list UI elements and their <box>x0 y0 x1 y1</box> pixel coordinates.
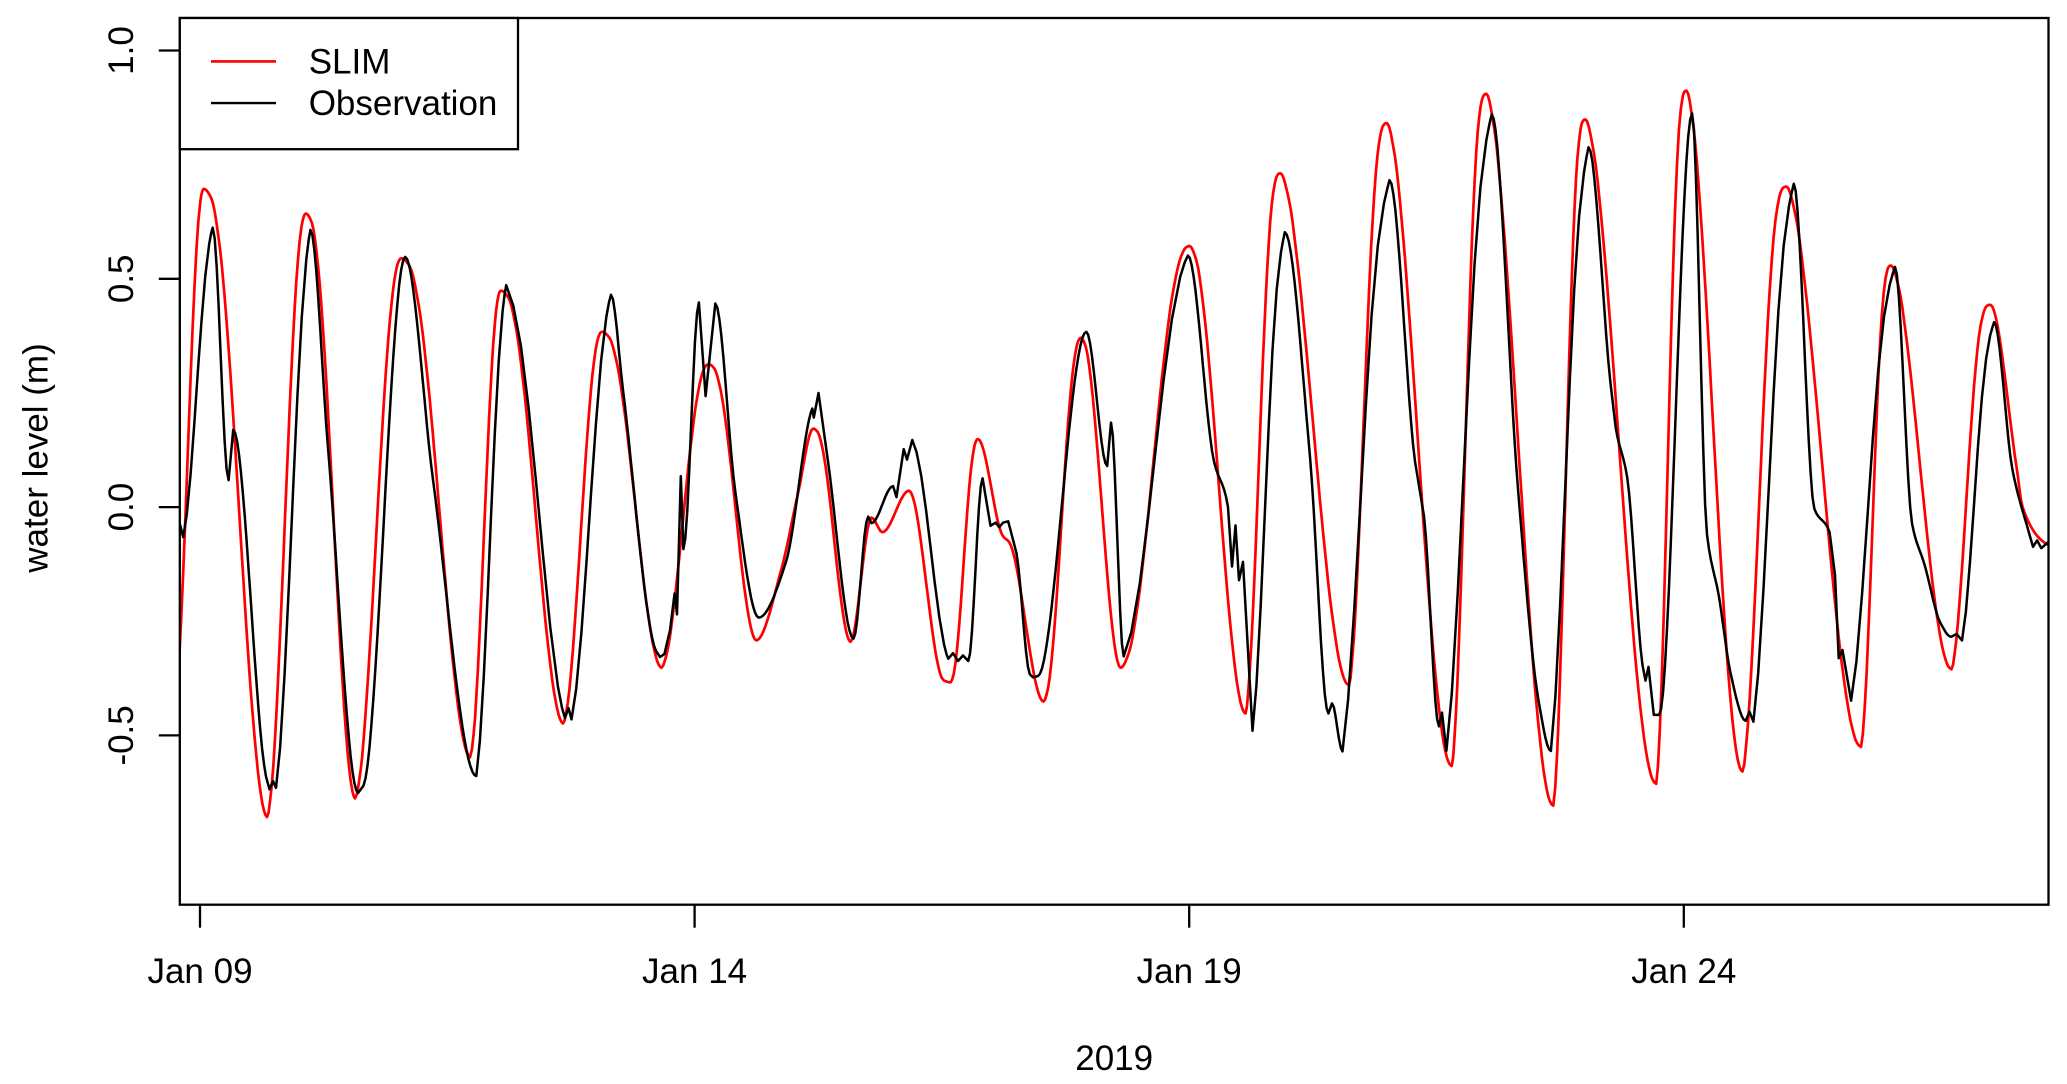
svg-text:0.5: 0.5 <box>102 254 141 303</box>
svg-text:Jan 24: Jan 24 <box>1631 952 1736 991</box>
svg-text:Jan 19: Jan 19 <box>1137 952 1242 991</box>
svg-text:Jan 09: Jan 09 <box>147 952 252 991</box>
svg-text:2019: 2019 <box>1075 1039 1153 1078</box>
svg-text:Jan 14: Jan 14 <box>642 952 747 991</box>
svg-text:1.0: 1.0 <box>102 26 141 75</box>
svg-text:Observation: Observation <box>309 84 498 123</box>
svg-text:-0.5: -0.5 <box>102 705 141 765</box>
svg-text:0.0: 0.0 <box>102 483 141 532</box>
svg-text:water level (m): water level (m) <box>17 343 56 573</box>
svg-text:SLIM: SLIM <box>309 43 391 82</box>
